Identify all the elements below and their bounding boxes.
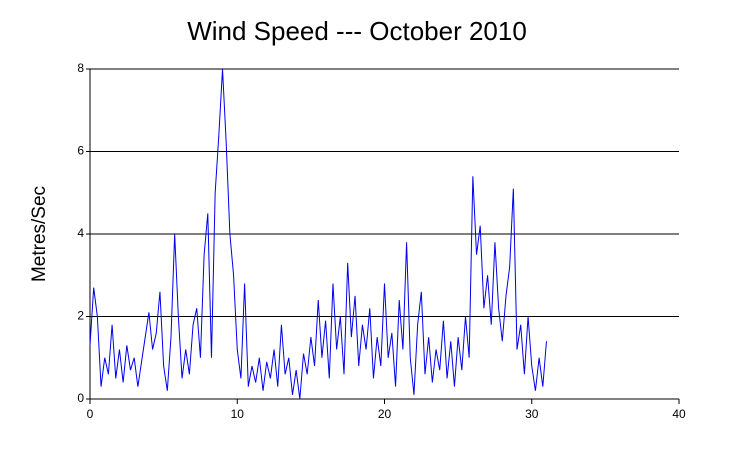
x-tick-label: 20 xyxy=(378,407,392,421)
data-line xyxy=(89,68,547,400)
y-axis-label: Metres/Sec xyxy=(29,186,50,282)
chart-title: Wind Speed --- October 2010 xyxy=(187,16,527,46)
y-tick-label: 4 xyxy=(77,226,84,240)
x-tick-label: 30 xyxy=(525,407,539,421)
x-tick-label: 40 xyxy=(672,407,686,421)
y-tick-label: 2 xyxy=(77,309,84,323)
x-tick-label: 0 xyxy=(87,407,94,421)
y-tick-label: 8 xyxy=(77,61,84,75)
y-tick-label: 6 xyxy=(77,144,84,158)
y-tick-label: 0 xyxy=(77,391,84,405)
x-tick-label: 10 xyxy=(231,407,245,421)
